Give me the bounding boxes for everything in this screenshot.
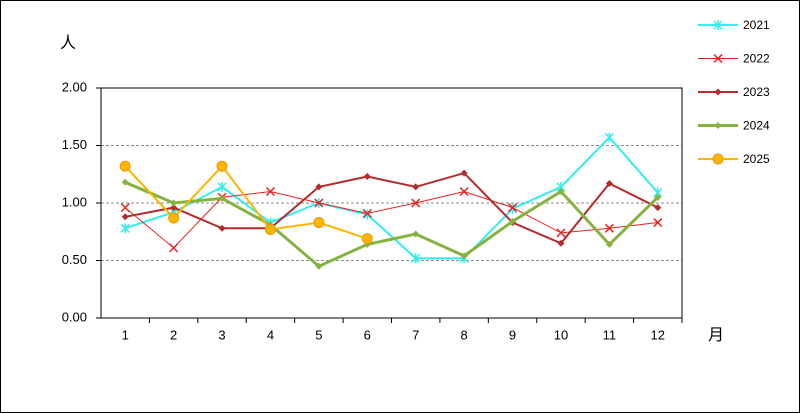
data-point bbox=[168, 212, 180, 224]
data-point bbox=[361, 233, 373, 245]
series-line bbox=[124, 180, 659, 269]
data-point bbox=[411, 198, 421, 208]
legend-marker bbox=[713, 20, 723, 30]
data-point bbox=[313, 217, 325, 229]
x-axis-label: 月 bbox=[708, 327, 724, 344]
data-point bbox=[216, 160, 228, 172]
x-tick-label: 4 bbox=[267, 327, 274, 342]
data-point bbox=[363, 173, 371, 181]
series-line bbox=[124, 135, 659, 260]
x-tick-label: 9 bbox=[509, 327, 516, 342]
data-point bbox=[459, 186, 469, 197]
x-tick-label: 11 bbox=[603, 327, 617, 342]
x-tick-label: 7 bbox=[412, 327, 419, 342]
legend-label: 2023 bbox=[743, 85, 770, 99]
data-point bbox=[170, 204, 178, 212]
y-tick-label: 0.50 bbox=[62, 252, 87, 267]
data-point bbox=[217, 181, 227, 192]
data-point bbox=[119, 160, 131, 172]
legend-label: 2022 bbox=[743, 52, 770, 66]
data-point bbox=[120, 223, 130, 234]
y-tick-label: 1.50 bbox=[62, 137, 87, 152]
data-point bbox=[218, 194, 226, 202]
data-point bbox=[460, 169, 468, 177]
data-point bbox=[557, 239, 565, 247]
legend-marker bbox=[712, 153, 724, 165]
legend-label: 2025 bbox=[743, 152, 770, 166]
x-tick-label: 3 bbox=[218, 327, 225, 342]
data-point bbox=[265, 186, 275, 197]
data-point bbox=[412, 230, 420, 238]
data-point bbox=[604, 132, 614, 143]
x-tick-label: 10 bbox=[554, 327, 568, 342]
x-tick-label: 6 bbox=[364, 327, 371, 342]
legend-marker bbox=[713, 53, 723, 64]
data-point bbox=[604, 223, 614, 233]
data-point bbox=[509, 217, 517, 225]
series-line bbox=[124, 164, 368, 240]
data-point bbox=[170, 199, 178, 207]
legend-marker bbox=[714, 122, 722, 129]
legend-label: 2024 bbox=[743, 119, 770, 133]
data-point bbox=[264, 223, 276, 235]
x-tick-label: 1 bbox=[122, 327, 129, 342]
data-point bbox=[121, 213, 129, 221]
data-point bbox=[218, 224, 226, 232]
data-point bbox=[654, 204, 662, 212]
x-tick-label: 12 bbox=[651, 327, 665, 342]
data-point bbox=[460, 252, 468, 260]
y-tick-label: 0.00 bbox=[62, 309, 87, 324]
legend-label: 2021 bbox=[743, 18, 770, 32]
data-point bbox=[411, 253, 421, 264]
x-tick-label: 8 bbox=[461, 327, 468, 342]
data-point bbox=[120, 203, 130, 213]
y-axis-label: 人 bbox=[60, 34, 76, 52]
data-point bbox=[315, 183, 323, 191]
y-tick-label: 2.00 bbox=[62, 79, 87, 94]
data-point bbox=[653, 218, 663, 228]
data-point bbox=[169, 243, 179, 253]
data-point bbox=[362, 208, 372, 218]
data-point bbox=[605, 179, 613, 187]
y-tick-label: 1.00 bbox=[62, 194, 87, 209]
data-point bbox=[556, 228, 566, 238]
data-point bbox=[654, 193, 662, 201]
data-point bbox=[412, 183, 420, 191]
series-line bbox=[125, 171, 659, 245]
x-tick-label: 2 bbox=[170, 327, 177, 342]
data-point bbox=[314, 198, 324, 208]
x-tick-label: 5 bbox=[315, 327, 322, 342]
data-point bbox=[605, 240, 613, 248]
data-point bbox=[121, 178, 129, 186]
legend-marker bbox=[714, 88, 722, 96]
data-point bbox=[315, 262, 323, 270]
data-point bbox=[557, 188, 565, 195]
data-point bbox=[508, 203, 518, 213]
data-point bbox=[508, 203, 518, 214]
data-point bbox=[362, 209, 372, 220]
